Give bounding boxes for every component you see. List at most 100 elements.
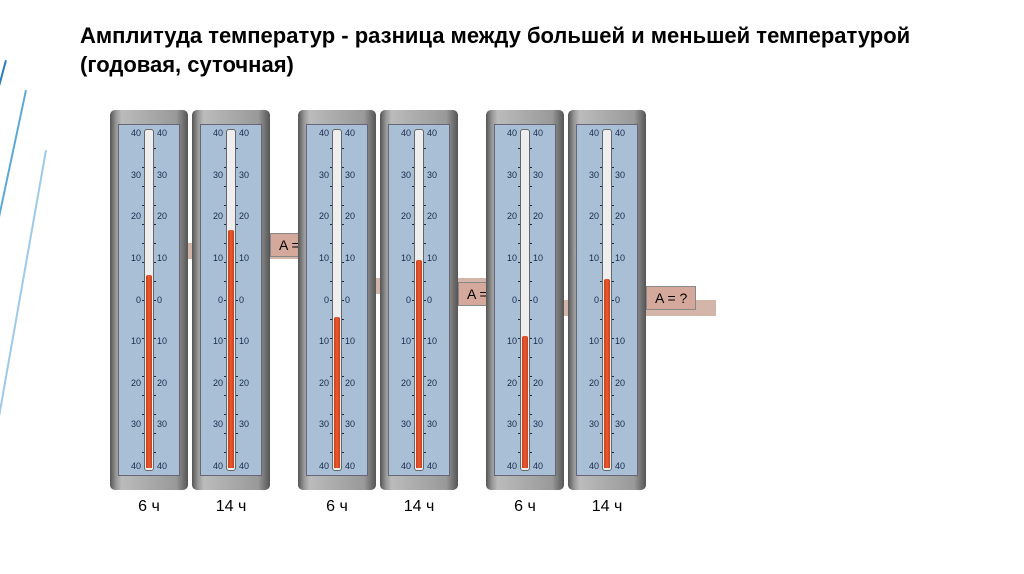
scale-label: 30 <box>615 420 635 429</box>
scale-label: 20 <box>203 212 223 221</box>
scale-label: 10 <box>497 254 517 263</box>
scale-label: 20 <box>239 212 259 221</box>
scale-left: 40302010010203040 <box>309 125 329 475</box>
scale-label: 0 <box>391 296 411 305</box>
scale-label: 40 <box>203 129 223 138</box>
thermo-0-1: 403020100102030404030201001020304014 ч <box>192 110 270 550</box>
scale-label: 10 <box>391 337 411 346</box>
scale-label: 10 <box>345 254 365 263</box>
scale-label: 0 <box>121 296 141 305</box>
scale-label: 30 <box>427 420 447 429</box>
thermo-tube <box>226 129 236 471</box>
scale-label: 40 <box>309 462 329 471</box>
scale-right: 40302010010203040 <box>345 125 365 475</box>
thermo-2-1: 403020100102030404030201001020304014 ч <box>568 110 646 550</box>
scale-label: 10 <box>533 337 553 346</box>
scale-label: 10 <box>203 254 223 263</box>
scale-label: 10 <box>615 337 635 346</box>
thermo-tube <box>414 129 424 471</box>
page-title: Амплитуда температур - разница между бол… <box>80 22 944 79</box>
thermo-tube <box>332 129 342 471</box>
scale-label: 30 <box>203 171 223 180</box>
scale-label: 0 <box>427 296 447 305</box>
scale-label: 30 <box>121 171 141 180</box>
scale-label: 20 <box>239 379 259 388</box>
scale-label: 30 <box>579 420 599 429</box>
scale-label: 20 <box>533 212 553 221</box>
scale-label: 30 <box>427 171 447 180</box>
scale-label: 20 <box>309 212 329 221</box>
scale-label: 20 <box>615 212 635 221</box>
scale-label: 10 <box>203 337 223 346</box>
thermo-inner: 4030201001020304040302010010203040 <box>494 124 556 476</box>
scale-label: 40 <box>203 462 223 471</box>
time-label: 6 ч <box>326 498 348 516</box>
scale-label: 0 <box>615 296 635 305</box>
scale-label: 20 <box>427 212 447 221</box>
diagram-area: 40 30 20 10 0 10 20 30 40 40 30 20 10 0 10 20 30 40 6 ч 40 3… <box>110 110 990 550</box>
scale-label: 10 <box>345 337 365 346</box>
scale-label: 30 <box>497 420 517 429</box>
scale-label: 40 <box>533 129 553 138</box>
scale-left: 40302010010203040 <box>203 125 223 475</box>
scale-label: 10 <box>309 254 329 263</box>
decor-line-2 <box>0 90 27 531</box>
scale-label: 20 <box>497 212 517 221</box>
scale-label: 20 <box>203 379 223 388</box>
thermo-inner: 4030201001020304040302010010203040 <box>118 124 180 476</box>
scale-label: 10 <box>309 337 329 346</box>
thermo-liquid <box>228 230 234 468</box>
scale-label: 40 <box>497 129 517 138</box>
scale-label: 20 <box>345 212 365 221</box>
time-label: 6 ч <box>514 498 536 516</box>
scale-label: 40 <box>579 462 599 471</box>
scale-label: 20 <box>121 212 141 221</box>
time-label: 6 ч <box>138 498 160 516</box>
scale-label: 30 <box>497 171 517 180</box>
scale-label: 30 <box>345 420 365 429</box>
thermo-group-1: 40302010010203040403020100102030406 ч403… <box>298 110 458 550</box>
scale-label: 40 <box>533 462 553 471</box>
scale-label: 0 <box>533 296 553 305</box>
thermo-case: 4030201001020304040302010010203040 <box>110 110 188 490</box>
thermo-inner: 4030201001020304040302010010203040 <box>200 124 262 476</box>
scale-label: 0 <box>345 296 365 305</box>
scale-label: 20 <box>391 212 411 221</box>
scale-label: 10 <box>427 337 447 346</box>
scale-left: 40302010010203040 <box>121 125 141 475</box>
scale-right: 40302010010203040 <box>615 125 635 475</box>
scale-label: 20 <box>309 379 329 388</box>
thermo-group-0: 40302010010203040403020100102030406 ч403… <box>110 110 270 550</box>
scale-label: 30 <box>533 420 553 429</box>
scale-label: 40 <box>427 462 447 471</box>
scale-label: 40 <box>121 129 141 138</box>
scale-label: 0 <box>203 296 223 305</box>
decor-line-1 <box>0 60 7 543</box>
thermo-case: 4030201001020304040302010010203040 <box>486 110 564 490</box>
scale-label: 10 <box>239 254 259 263</box>
thermo-1-1: 403020100102030404030201001020304014 ч <box>380 110 458 550</box>
scale-label: 0 <box>309 296 329 305</box>
thermo-liquid <box>522 336 528 468</box>
scale-label: 20 <box>121 379 141 388</box>
scale-label: 40 <box>615 129 635 138</box>
scale-label: 20 <box>497 379 517 388</box>
scale-label: 30 <box>309 171 329 180</box>
scale-label: 40 <box>345 462 365 471</box>
scale-label: 0 <box>497 296 517 305</box>
scale-label: 20 <box>391 379 411 388</box>
scale-label: 0 <box>239 296 259 305</box>
scale-label: 30 <box>239 171 259 180</box>
scale-label: 40 <box>391 462 411 471</box>
title-area: Амплитуда температур - разница между бол… <box>0 0 1024 89</box>
scale-label: 20 <box>533 379 553 388</box>
thermo-inner: 4030201001020304040302010010203040 <box>576 124 638 476</box>
scale-label: 20 <box>157 212 177 221</box>
scale-label: 10 <box>615 254 635 263</box>
scale-label: 20 <box>157 379 177 388</box>
thermo-tube <box>602 129 612 471</box>
scale-label: 20 <box>579 212 599 221</box>
scale-label: 30 <box>579 171 599 180</box>
scale-label: 40 <box>615 462 635 471</box>
scale-label: 30 <box>309 420 329 429</box>
